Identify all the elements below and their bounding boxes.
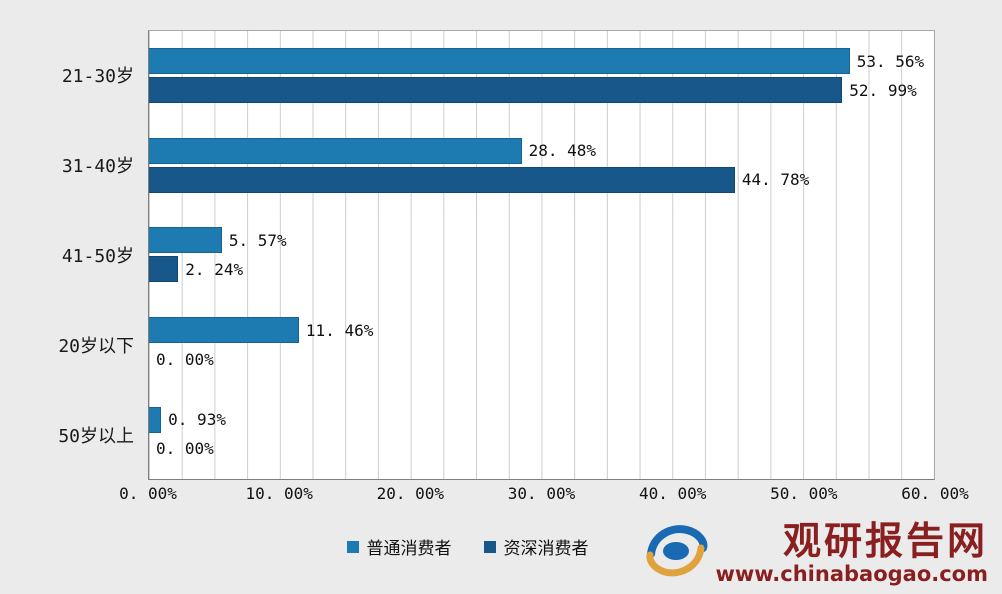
x-tick: 50. 00%: [770, 484, 838, 503]
bar-value-label: 11. 46%: [305, 320, 374, 340]
bar: [149, 77, 843, 104]
legend-item: 普通消费者: [346, 534, 452, 559]
plot-rows: 53. 56% 52. 99% 28. 48% 44. 78% 5. 57% 2. 24%…: [149, 31, 934, 479]
legend-label: 普通消费者: [366, 539, 452, 559]
brand-logo-icon: [643, 518, 709, 588]
y-axis-label: 50岁以上: [58, 426, 134, 447]
bar: [149, 137, 522, 164]
bar: [149, 256, 179, 283]
brand-text: 观研报告网 www.chinabaogao.com: [715, 518, 988, 587]
x-axis-labels: 0. 00% 10. 00% 20. 00% 30. 00% 40. 00% 5…: [119, 484, 969, 508]
y-axis-label: 20岁以下: [58, 336, 134, 357]
x-tick: 10. 00%: [245, 484, 313, 503]
category-row: 53. 56% 52. 99%: [149, 31, 934, 121]
branding: 观研报告网 www.chinabaogao.com: [643, 518, 988, 588]
plot-area: 53. 56% 52. 99% 28. 48% 44. 78% 5. 57% 2. 24%…: [148, 30, 935, 480]
category-row: 5. 57% 2. 24%: [149, 210, 934, 300]
y-axis-label: 21-30岁: [61, 66, 134, 87]
bar: [149, 48, 850, 75]
bar-value-label: 53. 56%: [856, 51, 925, 71]
legend-swatch: [346, 540, 359, 553]
x-tick: 20. 00%: [376, 484, 445, 503]
legend: 普通消费者 资深消费者: [0, 534, 935, 559]
bar: [149, 406, 162, 433]
legend-item: 资深消费者: [483, 534, 589, 559]
brand-name: 观研报告网: [782, 518, 988, 563]
bar-value-label: 52. 99%: [849, 80, 917, 100]
bar-value-label: 28. 48%: [528, 141, 597, 161]
x-tick: 40. 00%: [638, 484, 707, 503]
bar-value-label: 2. 24%: [185, 259, 244, 279]
category-row: 28. 48% 44. 78%: [149, 121, 934, 211]
x-tick: 0. 00%: [119, 484, 177, 503]
bar-value-label: 44. 78%: [741, 170, 810, 190]
y-axis-label: 41-50岁: [61, 246, 134, 267]
y-axis-label: 31-40岁: [61, 156, 134, 177]
bar: [149, 166, 735, 193]
x-tick: 60. 00%: [901, 484, 969, 503]
bar-value-label: 5. 57%: [228, 230, 287, 250]
brand-url: www.chinabaogao.com: [715, 562, 988, 587]
x-tick: 30. 00%: [507, 484, 576, 503]
chart: 21-30岁 31-40岁 41-50岁 20岁以下 50岁以上 53. 56%…: [0, 30, 935, 480]
category-row: 11. 46% 0. 00%: [149, 300, 934, 390]
category-row: 0. 93% 0. 00%: [149, 389, 934, 479]
legend-label: 资深消费者: [503, 539, 589, 559]
legend-swatch: [483, 540, 496, 553]
bar-value-label: 0. 00%: [156, 349, 214, 369]
bar-value-label: 0. 93%: [168, 410, 226, 430]
bar: [149, 227, 222, 254]
bar-value-label: 0. 00%: [156, 439, 214, 459]
y-axis-labels: 21-30岁 31-40岁 41-50岁 20岁以下 50岁以上: [0, 30, 148, 480]
bar: [149, 317, 299, 344]
